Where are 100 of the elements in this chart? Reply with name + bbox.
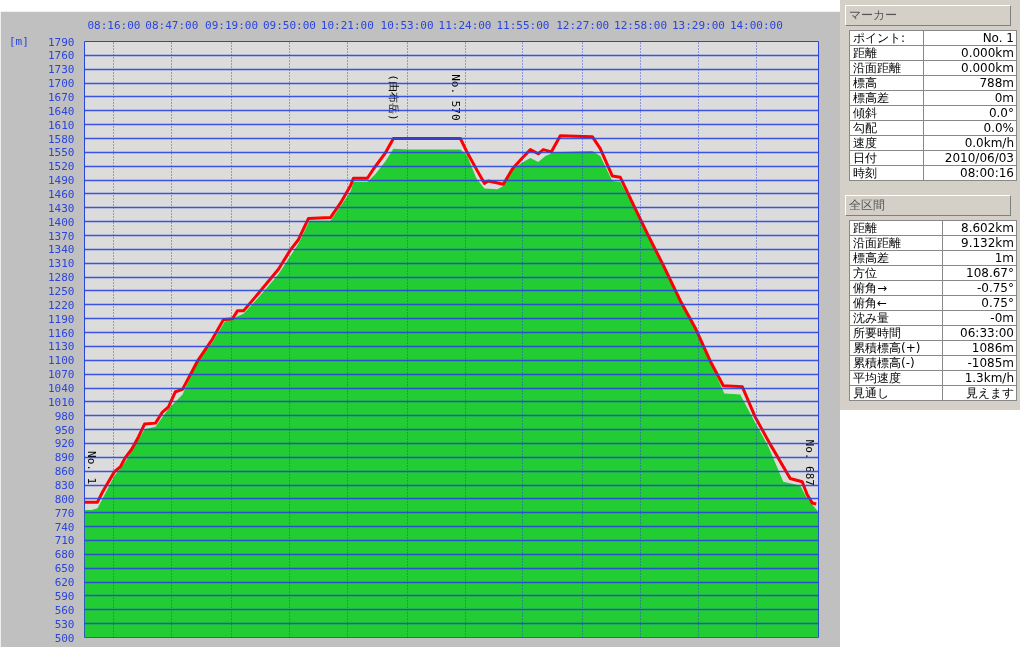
annotation: (由布岳) (386, 74, 400, 121)
text: 1086m (942, 340, 1017, 356)
y-tick-label: 1400 (48, 215, 75, 229)
y-tick-label: 1520 (48, 160, 75, 174)
x-tick-label: 12:58:00 (614, 18, 668, 32)
text: 0.000km (923, 45, 1017, 61)
text: 沿面距離 (849, 235, 943, 251)
text: 距離 (849, 45, 924, 61)
y-tick-label: 530 (54, 617, 75, 631)
text: 距離 (849, 220, 943, 236)
text: 方位 (849, 265, 943, 281)
y-tick-label: 1280 (48, 271, 75, 285)
text: 平均速度 (849, 370, 943, 386)
text: 0.000km (923, 60, 1017, 76)
text: 0m (923, 90, 1017, 106)
y-tick-label: 1550 (48, 146, 75, 160)
x-tick-label: 10:53:00 (380, 18, 434, 32)
text: 2010/06/03 (923, 150, 1017, 166)
x-tick-label: 10:21:00 (320, 18, 374, 32)
y-tick-label: 1340 (48, 243, 75, 257)
y-tick-label: 710 (54, 534, 75, 548)
y-tick-label: 920 (54, 437, 75, 451)
y-tick-label: 1580 (48, 132, 75, 146)
y-tick-label: 1490 (48, 174, 75, 188)
x-tick-label: 08:16:00 (87, 18, 141, 32)
x-tick-label: 08:47:00 (145, 18, 199, 32)
text: 見通し (849, 385, 943, 401)
y-tick-label: 1640 (48, 104, 75, 118)
y-tick-label: 500 (54, 631, 75, 645)
text: 06:33:00 (942, 325, 1017, 341)
text: 累積標高(+) (849, 340, 943, 356)
text: 1.3km/h (942, 370, 1017, 386)
text: 沿面距離 (849, 60, 924, 76)
y-tick-label: 980 (54, 409, 75, 423)
y-tick-label: 1370 (48, 229, 75, 243)
text: 08:00:16 (923, 165, 1017, 181)
annotation: No. 570 (448, 74, 462, 121)
text: 1m (942, 250, 1017, 266)
y-tick-label: 650 (54, 562, 75, 576)
y-tick-label: 560 (54, 603, 75, 617)
y-tick-label: 1250 (48, 284, 75, 298)
text: -0.75° (942, 280, 1017, 296)
text: 速度 (849, 135, 924, 151)
text: 全区間 (845, 195, 1011, 217)
y-tick-label: 1220 (48, 298, 75, 312)
y-tick-label: 740 (54, 520, 75, 534)
y-tick-label: 1160 (48, 326, 75, 340)
text: -0m (942, 310, 1017, 326)
text: ポイント: (849, 30, 924, 46)
x-tick-label: 13:29:00 (671, 18, 725, 32)
text: 108.67° (942, 265, 1017, 281)
y-tick-label: 1070 (48, 368, 75, 382)
text: 俯角→ (849, 280, 943, 296)
text: 標高差 (849, 90, 924, 106)
text: 所要時間 (849, 325, 943, 341)
text: 0.0km/h (923, 135, 1017, 151)
x-tick-label: 09:50:00 (262, 18, 316, 32)
text: 傾斜 (849, 105, 924, 121)
y-tick-label: 770 (54, 506, 75, 520)
annotation: No. 687 (802, 439, 816, 486)
annotation: No. 1 (85, 451, 99, 485)
y-axis-title: [m] (9, 34, 29, 50)
text: 標高差 (849, 250, 943, 266)
y-tick-label: 830 (54, 479, 75, 493)
text: 0.0° (923, 105, 1017, 121)
y-tick-label: 1190 (48, 312, 75, 326)
text: 日付 (849, 150, 924, 166)
y-tick-label: 1610 (48, 118, 75, 132)
y-tick-label: 1460 (48, 187, 75, 201)
y-tick-label: 1430 (48, 201, 75, 215)
y-tick-label: 1790 (48, 35, 75, 49)
text: 788m (923, 75, 1017, 91)
y-tick-label: 1730 (48, 63, 75, 77)
y-tick-label: 1760 (48, 49, 75, 63)
text: -1085m (942, 355, 1017, 371)
y-tick-label: 1010 (48, 395, 75, 409)
text: 8.602km (942, 220, 1017, 236)
y-tick-label: 950 (54, 423, 75, 437)
text: 沈み量 (849, 310, 943, 326)
x-tick-label: 12:27:00 (556, 18, 610, 32)
text: 俯角← (849, 295, 943, 311)
x-tick-label: 09:19:00 (205, 18, 259, 32)
text: 0.75° (942, 295, 1017, 311)
text: 9.132km (942, 235, 1017, 251)
text: マーカー (845, 5, 1011, 27)
y-tick-label: 1310 (48, 257, 75, 271)
y-tick-label: 590 (54, 589, 75, 603)
text: 見えます (942, 385, 1017, 401)
text: No. 1 (923, 30, 1017, 46)
line-series (84, 134, 818, 506)
y-tick-label: 1100 (48, 354, 75, 368)
text: 時刻 (849, 165, 924, 181)
text: 勾配 (849, 120, 924, 136)
text: 累積標高(-) (849, 355, 943, 371)
text: 標高 (849, 75, 924, 91)
y-tick-label: 890 (54, 451, 75, 465)
text: 0.0% (923, 120, 1017, 136)
x-tick-label: 14:00:00 (729, 18, 783, 32)
y-tick-label: 680 (54, 548, 75, 562)
y-tick-label: 860 (54, 465, 75, 479)
